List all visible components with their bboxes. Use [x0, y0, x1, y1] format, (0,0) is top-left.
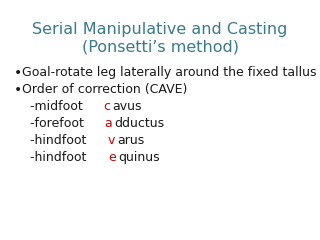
Text: dductus: dductus [115, 117, 165, 130]
Text: e: e [108, 151, 116, 164]
Text: -forefoot: -forefoot [30, 117, 88, 130]
Text: -hindfoot: -hindfoot [30, 134, 90, 147]
Text: •: • [14, 66, 22, 80]
Text: arus: arus [117, 134, 145, 147]
Text: •: • [14, 83, 22, 97]
Text: Order of correction (CAVE): Order of correction (CAVE) [22, 83, 188, 96]
Text: v: v [108, 134, 115, 147]
Text: a: a [105, 117, 112, 130]
Text: Serial Manipulative and Casting: Serial Manipulative and Casting [32, 22, 288, 37]
Text: avus: avus [112, 100, 142, 113]
Text: quinus: quinus [118, 151, 160, 164]
Text: -hindfoot: -hindfoot [30, 151, 90, 164]
Text: c: c [103, 100, 110, 113]
Text: (Ponsetti’s method): (Ponsetti’s method) [82, 40, 238, 55]
Text: -midfoot: -midfoot [30, 100, 87, 113]
Text: Goal-rotate leg laterally around the fixed tallus: Goal-rotate leg laterally around the fix… [22, 66, 316, 79]
